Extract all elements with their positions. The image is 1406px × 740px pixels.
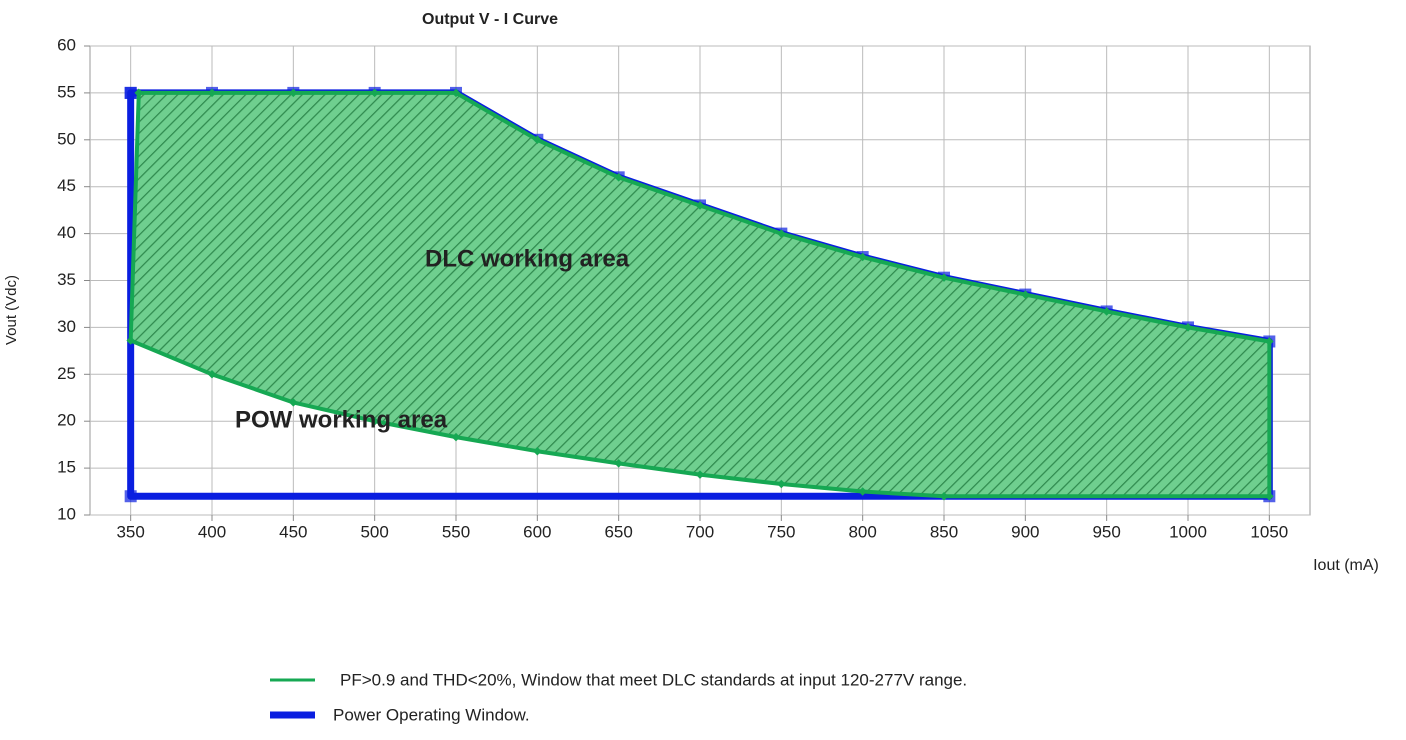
point-marker xyxy=(207,370,217,379)
x-tick-label: 950 xyxy=(1092,522,1120,541)
point-marker xyxy=(370,416,379,426)
y-tick-label: 55 xyxy=(57,82,76,101)
x-axis-label: Iout (mA) xyxy=(1313,557,1379,574)
x-tick-label: 1000 xyxy=(1169,522,1207,541)
y-tick-label: 10 xyxy=(57,504,76,523)
point-marker xyxy=(1102,307,1111,316)
point-marker xyxy=(1183,323,1193,332)
point-marker xyxy=(124,490,137,503)
legend-label: PF>0.9 and THD<20%, Window that meet DLC… xyxy=(340,670,967,689)
x-tick-label: 900 xyxy=(1011,522,1039,541)
point-marker xyxy=(207,88,217,98)
x-tick-label: 600 xyxy=(523,522,551,541)
dlc-area xyxy=(128,90,1272,499)
point-marker xyxy=(939,491,949,501)
point-marker xyxy=(614,459,623,468)
point-marker xyxy=(451,88,461,98)
point-marker xyxy=(289,88,298,98)
x-tick-label: 750 xyxy=(767,522,795,541)
point-marker xyxy=(939,273,949,282)
x-tick-label: 550 xyxy=(442,522,470,541)
y-tick-label: 30 xyxy=(57,317,76,336)
point-marker xyxy=(777,479,786,489)
point-marker xyxy=(858,487,867,496)
y-tick-label: 50 xyxy=(57,129,76,148)
annotation: POW working area xyxy=(235,406,448,433)
x-tick-label: 800 xyxy=(848,522,876,541)
y-tick-label: 20 xyxy=(57,411,76,430)
chart-title: Output V - I Curve xyxy=(422,11,558,28)
point-marker xyxy=(289,398,298,407)
x-tick-label: 700 xyxy=(686,522,714,541)
point-marker xyxy=(695,470,705,479)
y-tick-label: 45 xyxy=(57,176,76,195)
plot-area: 10 15 20 25 30 35 40 45 50 55 60 350 400 450 500 550 600… xyxy=(57,35,1311,541)
y-tick-label: 15 xyxy=(57,458,76,477)
annotation: DLC working area xyxy=(425,245,630,272)
y-axis-label: Vout (Vdc) xyxy=(3,275,20,345)
point-marker xyxy=(134,88,144,98)
x-tick-label: 850 xyxy=(930,522,958,541)
point-marker xyxy=(533,446,542,456)
x-tick-label: 1050 xyxy=(1250,522,1288,541)
y-tick-label: 40 xyxy=(57,223,76,242)
y-tick-label: 60 xyxy=(57,35,76,54)
point-marker xyxy=(1265,337,1274,346)
point-marker xyxy=(370,88,379,98)
x-tick-label: 350 xyxy=(116,522,144,541)
point-marker xyxy=(1265,491,1274,501)
x-tick-label: 650 xyxy=(604,522,632,541)
x-tick-label: 450 xyxy=(279,522,307,541)
y-tick-label: 25 xyxy=(57,364,76,383)
y-tick-label: 35 xyxy=(57,270,76,289)
point-marker xyxy=(124,86,137,99)
x-tick-label: 400 xyxy=(198,522,226,541)
point-marker xyxy=(451,432,461,442)
legend-label: Power Operating Window. xyxy=(333,705,530,724)
x-tick-label: 500 xyxy=(360,522,388,541)
